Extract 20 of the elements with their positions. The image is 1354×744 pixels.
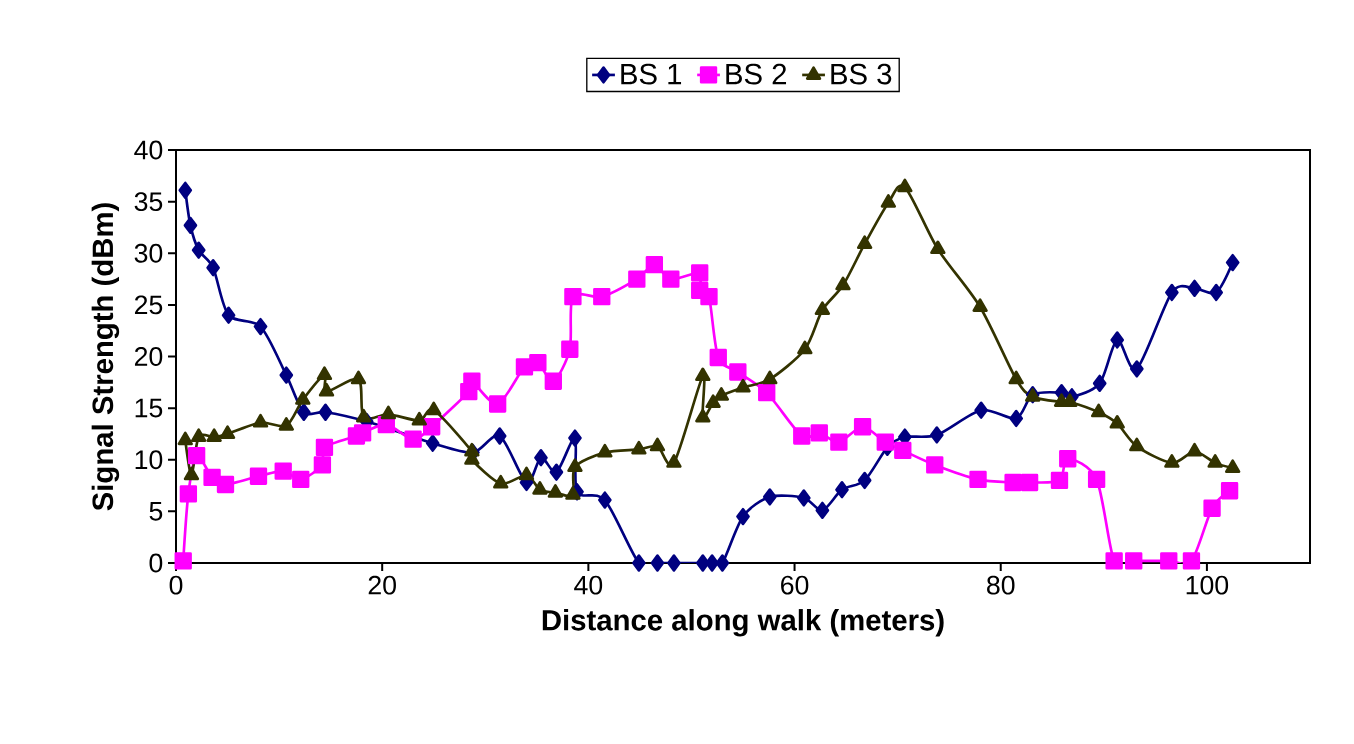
y-tick-label: 40 bbox=[134, 140, 163, 160]
y-tick-label: 0 bbox=[149, 553, 163, 573]
x-tick-label: 60 bbox=[781, 575, 809, 595]
x-tick-label: 20 bbox=[368, 575, 396, 595]
y-tick-label: 10 bbox=[135, 450, 163, 470]
y-tick-label: 5 bbox=[149, 502, 163, 521]
y-tick-label: 30 bbox=[134, 243, 163, 263]
x-tick-label: 0 bbox=[169, 575, 183, 595]
x-tick-label: 40 bbox=[574, 575, 603, 595]
legend-label: BS 3 bbox=[831, 63, 892, 85]
y-tick-label: 35 bbox=[134, 192, 163, 212]
x-axis-title: Distance along walk (meters) bbox=[542, 609, 944, 637]
y-tick-label: 25 bbox=[134, 295, 163, 315]
y-axis-title: Signal Strength (dBm) bbox=[91, 203, 120, 511]
legend-label: BS 2 bbox=[726, 63, 787, 85]
legend-label: BS 1 bbox=[621, 63, 682, 85]
x-tick-label: 80 bbox=[987, 575, 1015, 595]
y-tick-label: 20 bbox=[134, 347, 163, 366]
x-tick-label: 100 bbox=[1186, 575, 1229, 595]
y-tick-label: 15 bbox=[135, 398, 163, 418]
